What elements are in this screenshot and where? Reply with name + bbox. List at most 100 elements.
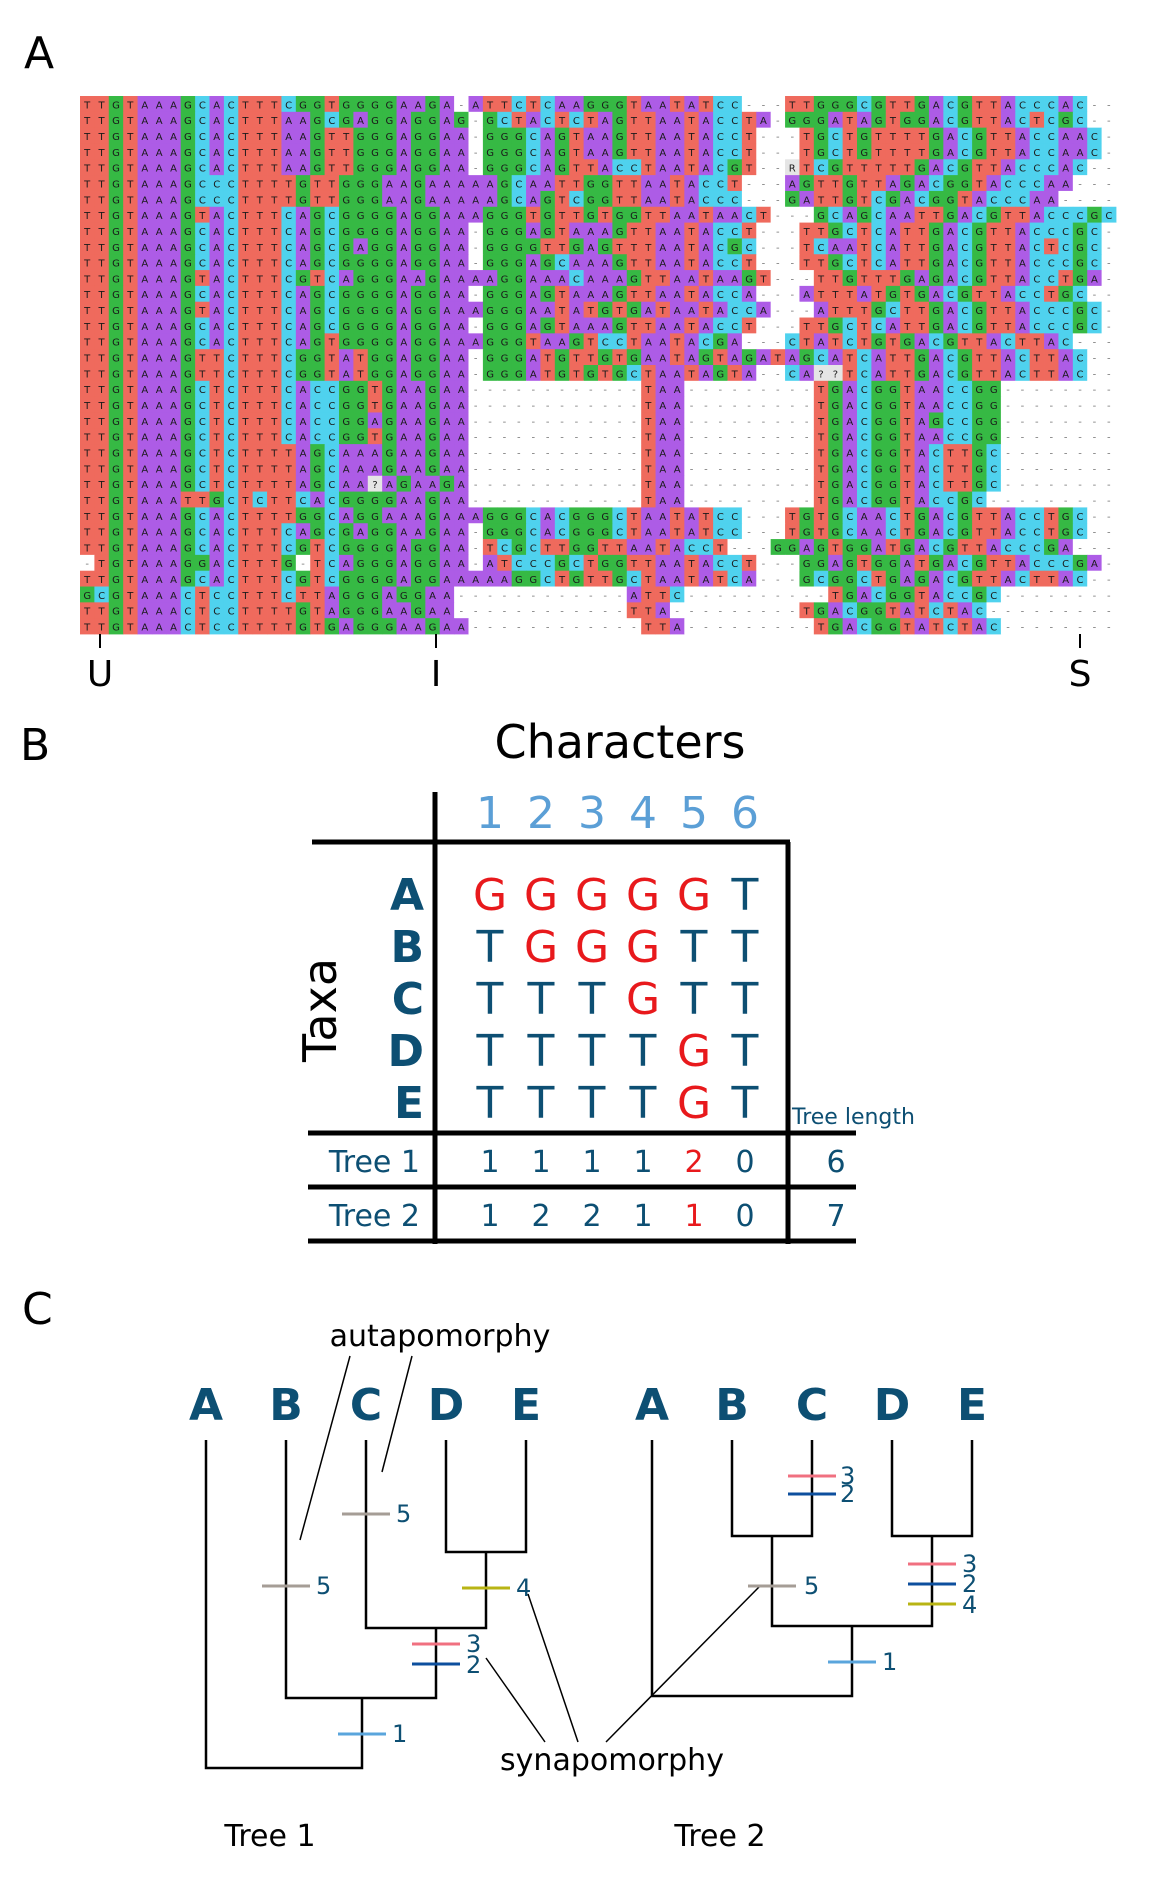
alignment-cell <box>80 127 95 144</box>
alignment-base: G <box>414 543 422 554</box>
alignment-base: A <box>918 448 925 459</box>
alignment-cell <box>871 127 887 144</box>
alignment-base: C <box>199 179 206 190</box>
alignment-base: A <box>156 306 163 317</box>
alignment-base: T <box>601 211 609 222</box>
alignment-base: - <box>776 227 780 238</box>
alignment-base: C <box>717 528 724 539</box>
alignment-base: G <box>817 116 825 127</box>
alignment-cell <box>727 96 743 113</box>
alignment-base: T <box>270 354 278 365</box>
alignment-cell <box>986 111 1002 129</box>
alignment-base: - <box>819 591 823 602</box>
alignment-cell <box>986 96 1002 113</box>
alignment-base: G <box>616 369 624 380</box>
alignment-cell <box>195 143 210 160</box>
alignment-base: - <box>1107 195 1111 206</box>
alignment-base: C <box>961 559 968 570</box>
alignment-base: T <box>1033 369 1041 380</box>
alignment-cell <box>252 127 268 144</box>
alignment-base: - <box>618 417 622 428</box>
step-cell: 1 <box>633 1199 652 1234</box>
alignment-base: T <box>846 132 854 143</box>
alignment-cell <box>108 111 124 129</box>
alignment-base: T <box>83 528 91 539</box>
alignment-base: G <box>932 243 940 254</box>
alignment-base: A <box>443 401 450 412</box>
alignment-base: - <box>1078 543 1082 554</box>
alignment-base: A <box>400 496 407 507</box>
alignment-cell <box>1072 143 1088 160</box>
alignment-base: T <box>990 148 998 159</box>
alignment-base: A <box>587 322 594 333</box>
alignment-base: T <box>759 211 767 222</box>
alignment-base: - <box>474 132 478 143</box>
alignment-base: C <box>314 417 321 428</box>
alignment-base: G <box>961 116 969 127</box>
alignment-base: T <box>587 354 595 365</box>
alignment-base: C <box>1048 164 1055 175</box>
alignment-base: A <box>587 290 594 301</box>
alignment-base: G <box>184 243 192 254</box>
alignment-base: C <box>832 148 839 159</box>
alignment-base: G <box>1076 322 1084 333</box>
alignment-base: G <box>501 164 509 175</box>
alignment-base: A <box>156 116 163 127</box>
alignment-base: C <box>1062 227 1069 238</box>
alignment-base: G <box>314 116 322 127</box>
alignment-base: - <box>488 480 492 491</box>
alignment-base: A <box>688 512 695 523</box>
alignment-base: T <box>918 132 926 143</box>
alignment-base: A <box>1005 575 1012 586</box>
alignment-base: C <box>990 591 997 602</box>
alignment-base: G <box>371 116 379 127</box>
alignment-base: G <box>817 211 825 222</box>
alignment-base: G <box>601 512 609 523</box>
alignment-base: G <box>515 322 523 333</box>
alignment-cell <box>741 143 757 160</box>
alignment-base: G <box>990 211 998 222</box>
alignment-base: T <box>83 274 91 285</box>
alignment-base: G <box>414 148 422 159</box>
alignment-base: - <box>560 385 564 396</box>
alignment-base: G <box>889 195 897 206</box>
alignment-base: T <box>544 369 552 380</box>
alignment-base: T <box>1047 512 1055 523</box>
alignment-base: A <box>659 575 666 586</box>
alignment-base: A <box>141 607 148 618</box>
alignment-base: - <box>531 480 535 491</box>
alignment-base: T <box>1004 132 1012 143</box>
alignment-base: - <box>474 623 478 634</box>
alignment-base: A <box>285 148 292 159</box>
alignment-base: - <box>546 480 550 491</box>
alignment-base: A <box>1005 528 1012 539</box>
alignment-base: - <box>474 559 478 570</box>
alignment-base: T <box>788 100 796 111</box>
alignment-base: - <box>632 433 636 444</box>
alignment-base: T <box>644 480 652 491</box>
alignment-base: C <box>702 338 709 349</box>
alignment-base: A <box>156 148 163 159</box>
alignment-base: G <box>515 290 523 301</box>
alignment-base: T <box>803 322 811 333</box>
alignment-base: T <box>270 559 278 570</box>
alignment-base: T <box>241 243 249 254</box>
alignment-base: A <box>213 243 220 254</box>
alignment-cell <box>439 96 455 113</box>
matrix-title: Characters <box>494 720 745 769</box>
alignment-base: C <box>717 322 724 333</box>
alignment-base: T <box>687 148 695 159</box>
alignment-base: G <box>745 274 753 285</box>
alignment-base: - <box>762 148 766 159</box>
alignment-base: G <box>299 623 307 634</box>
alignment-base: A <box>357 528 364 539</box>
alignment-base: C <box>875 259 882 270</box>
alignment-base: G <box>429 211 437 222</box>
autapomorphy-label: autapomorphy <box>330 1319 551 1354</box>
alignment-base: T <box>644 148 652 159</box>
alignment-base: T <box>918 259 926 270</box>
alignment-base: C <box>285 338 292 349</box>
alignment-cell <box>195 127 210 144</box>
alignment-cell <box>439 159 455 176</box>
alignment-base: G <box>342 306 350 317</box>
